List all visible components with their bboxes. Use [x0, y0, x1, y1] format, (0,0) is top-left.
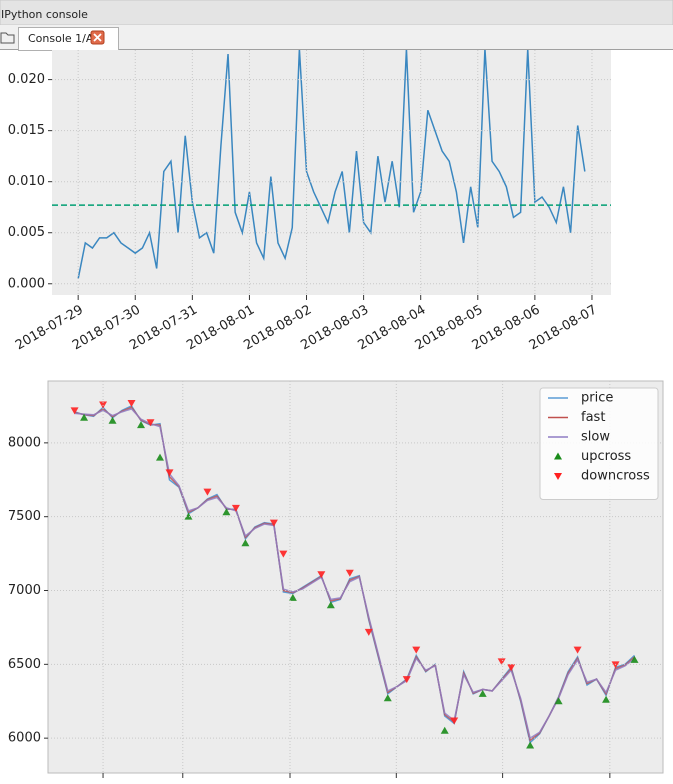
marker	[326, 601, 335, 609]
marker	[440, 726, 449, 734]
y-tick-label: 8000	[8, 435, 41, 450]
y-tick-label: 0.005	[8, 225, 45, 240]
legend-marker	[554, 473, 562, 480]
marker	[526, 741, 535, 749]
y-tick-label: 0.020	[8, 72, 45, 87]
close-icon	[93, 33, 102, 42]
legend-marker	[554, 452, 562, 460]
marker	[412, 646, 421, 654]
marker	[203, 488, 212, 496]
legend-label: upcross	[581, 449, 631, 464]
marker	[364, 628, 373, 636]
plot-clip	[70, 399, 639, 749]
tab-label: Console 1/A	[28, 32, 94, 45]
marker	[184, 512, 193, 520]
pane-title: IPython console	[1, 8, 88, 21]
marker	[241, 539, 250, 547]
legend-label: slow	[581, 430, 610, 445]
marker	[279, 550, 288, 558]
marker	[288, 593, 297, 601]
plot-area-1	[52, 50, 611, 295]
series-line	[77, 50, 586, 279]
marker	[108, 416, 117, 424]
marker	[573, 646, 582, 654]
legend-label: downcross	[581, 469, 650, 484]
y-tick-label: 0.000	[8, 276, 45, 291]
title-bar	[0, 0, 673, 26]
marker	[478, 689, 487, 697]
y-tick-label: 7500	[8, 509, 41, 524]
marker	[165, 469, 174, 477]
marker	[70, 407, 79, 415]
y-tick-label: 0.010	[8, 174, 45, 189]
marker	[99, 401, 108, 409]
marker	[137, 421, 146, 429]
marker	[231, 504, 240, 512]
marker	[450, 717, 459, 725]
legend-box	[539, 387, 659, 500]
browse-tabs-icon[interactable]	[0, 32, 15, 44]
marker	[402, 676, 411, 684]
marker	[507, 664, 516, 672]
y-tick-label: 7000	[8, 583, 41, 598]
y-tick-label: 6500	[8, 657, 41, 672]
marker	[345, 569, 354, 577]
marker	[317, 571, 326, 579]
marker	[269, 519, 278, 527]
marker	[80, 413, 89, 421]
series-line	[74, 408, 635, 740]
marker	[222, 508, 231, 516]
plot-clip	[77, 50, 586, 279]
marker	[630, 655, 639, 663]
legend-label: price	[581, 391, 613, 406]
marker	[146, 419, 155, 427]
marker	[602, 695, 611, 703]
marker	[127, 399, 136, 407]
y-tick-label: 6000	[8, 731, 41, 746]
legend-label: fast	[581, 410, 605, 425]
marker	[554, 697, 563, 705]
marker	[383, 694, 392, 702]
marker	[497, 658, 506, 666]
marker	[155, 453, 164, 461]
y-tick-label: 0.015	[8, 123, 45, 138]
